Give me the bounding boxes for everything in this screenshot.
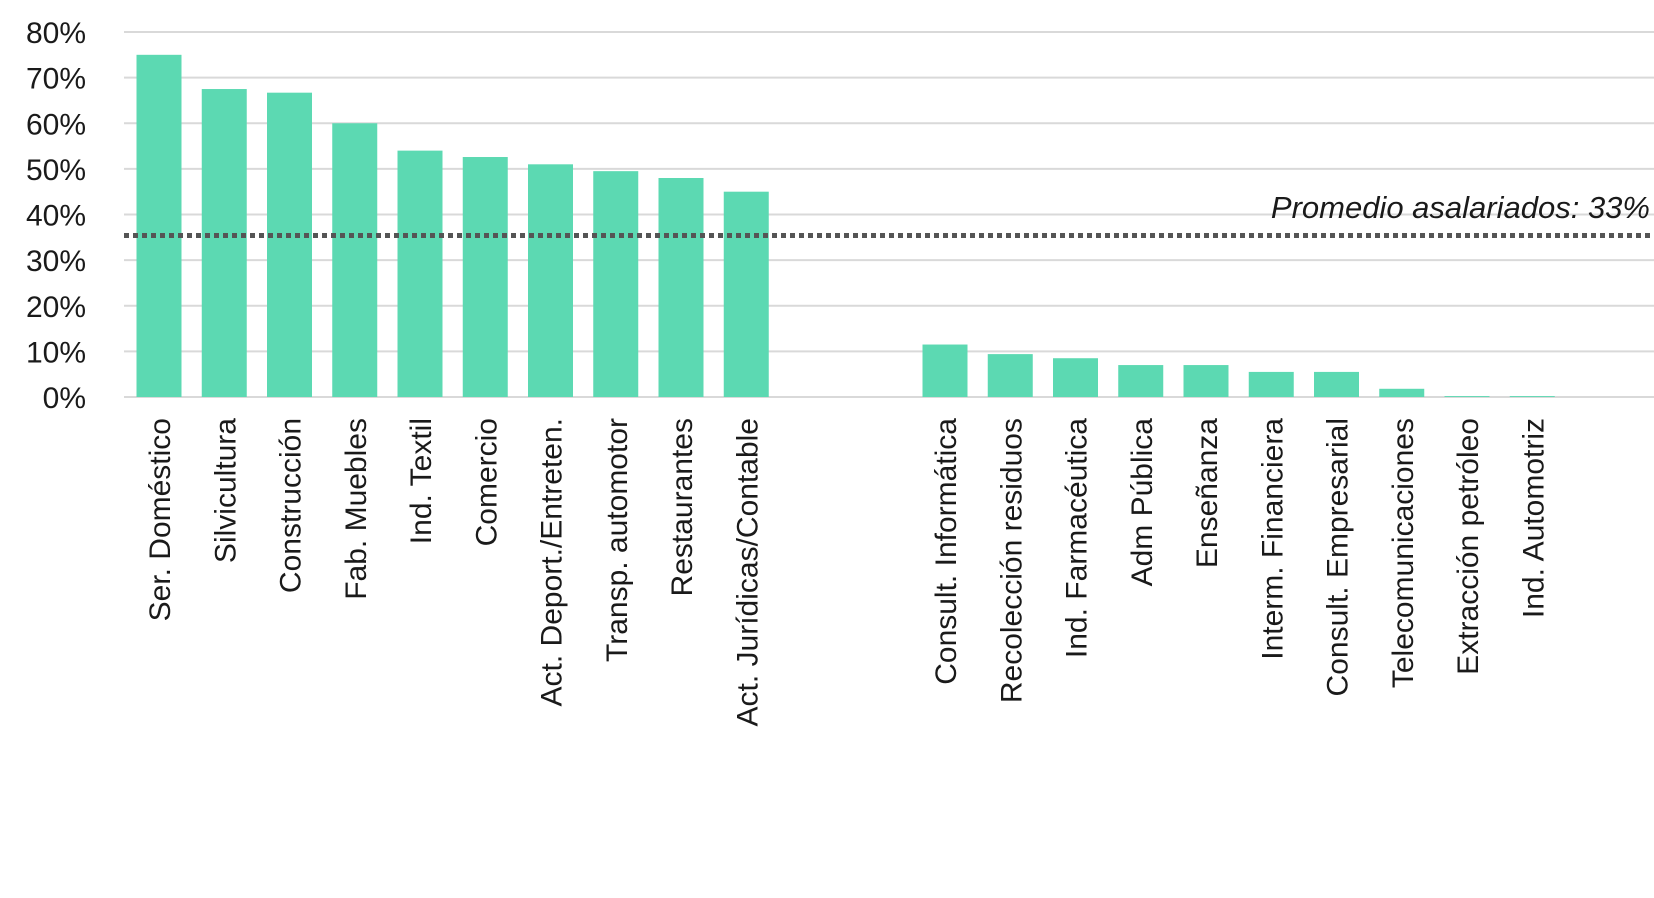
bar bbox=[1053, 358, 1098, 397]
bar bbox=[136, 54, 182, 397]
x-category-label: Adm Pública bbox=[1126, 418, 1159, 587]
bar bbox=[1444, 396, 1490, 397]
bar bbox=[1509, 396, 1555, 397]
x-category-label: Consult. Empresarial bbox=[1322, 418, 1355, 696]
x-category-label: Ser. Doméstico bbox=[144, 418, 177, 621]
bar bbox=[201, 89, 247, 397]
x-category-label: Ind. Textil bbox=[405, 418, 438, 544]
x-category-label: Enseñanza bbox=[1191, 418, 1224, 568]
gridlines bbox=[124, 31, 1654, 398]
bar bbox=[1118, 365, 1164, 397]
x-category-label: Act. Jurídicas/Contable bbox=[731, 418, 764, 726]
x-category-label: Ind. Automotriz bbox=[1517, 418, 1550, 618]
bar bbox=[723, 191, 769, 397]
x-category-label: Comercio bbox=[470, 418, 503, 546]
x-category-label: Transp. automotor bbox=[601, 418, 634, 662]
y-axis-ticks: 0% 10% 20% 30% 40% 50% 60% 70% 80% bbox=[26, 17, 86, 415]
bars bbox=[136, 54, 1555, 398]
bar bbox=[593, 171, 639, 397]
x-category-label: Act. Deport./Entreten. bbox=[536, 418, 569, 706]
x-category-label: Restaurantes bbox=[666, 418, 699, 596]
x-axis-labels: Ser. Doméstico Silvicultura Construcción Fa… bbox=[144, 418, 1550, 727]
x-category-label: Ind. Farmacéutica bbox=[1061, 418, 1094, 658]
y-tick-label: 0% bbox=[43, 382, 86, 415]
y-tick-label: 10% bbox=[26, 336, 86, 369]
x-category-label: Construcción bbox=[275, 418, 308, 593]
y-tick-label: 70% bbox=[26, 63, 86, 96]
x-category-label: Interm. Financiera bbox=[1256, 418, 1289, 660]
y-tick-label: 80% bbox=[26, 17, 86, 50]
average-reference-label: Promedio asalariados: 33% bbox=[1271, 190, 1650, 225]
bar bbox=[922, 344, 968, 397]
bar bbox=[1379, 388, 1425, 397]
bar bbox=[987, 354, 1033, 397]
x-category-label: Telecomunicaciones bbox=[1387, 418, 1420, 688]
bar bbox=[1183, 365, 1229, 397]
bar bbox=[332, 123, 378, 397]
bar bbox=[1314, 371, 1359, 397]
bar bbox=[397, 150, 443, 397]
bar bbox=[462, 157, 508, 397]
y-tick-label: 50% bbox=[26, 154, 86, 187]
x-category-label: Consult. Informática bbox=[930, 418, 963, 685]
x-category-label: Silvicultura bbox=[209, 418, 242, 563]
x-category-label: Recolección residuos bbox=[995, 418, 1028, 703]
x-category-label: Extracción petróleo bbox=[1452, 418, 1485, 675]
bar bbox=[267, 92, 312, 398]
y-tick-label: 40% bbox=[26, 200, 86, 233]
x-category-label: Fab. Muebles bbox=[340, 418, 373, 600]
y-tick-label: 60% bbox=[26, 108, 86, 141]
bar bbox=[528, 164, 573, 397]
y-tick-label: 20% bbox=[26, 291, 86, 324]
bar bbox=[1248, 371, 1294, 397]
bar bbox=[658, 178, 704, 397]
y-tick-label: 30% bbox=[26, 245, 86, 278]
